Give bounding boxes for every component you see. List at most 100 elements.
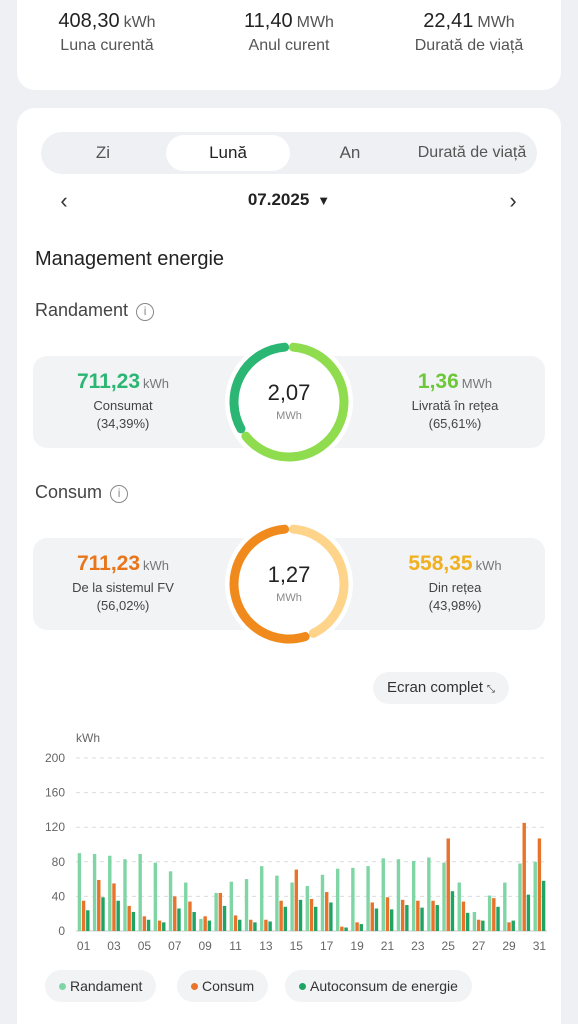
bar-autoconsum-de-energie-08 — [192, 911, 196, 931]
bar-autoconsum-de-energie-25 — [450, 891, 455, 931]
x-tick-label: 31 — [533, 939, 547, 953]
bar-autoconsum-de-energie-07 — [177, 908, 181, 931]
energy-card: Zi Lună An Durată de viață ‹ 07.2025 ▼ › … — [17, 108, 561, 1024]
bar-randament-21 — [381, 858, 385, 931]
bar-autoconsum-de-energie-23 — [420, 907, 424, 931]
bar-consum-19 — [355, 922, 359, 931]
bar-consum-01 — [81, 900, 86, 931]
bar-autoconsum-de-energie-31 — [541, 880, 546, 931]
date-label: 07.2025 — [247, 190, 310, 209]
x-tick-label: 05 — [138, 939, 152, 953]
stat-label: Anul curent — [248, 37, 330, 54]
stat-current-month: 408,30 kWh Luna curentă — [17, 10, 197, 55]
bar-autoconsum-de-energie-19 — [359, 924, 363, 931]
bar-randament-14 — [275, 875, 279, 931]
date-selector[interactable]: 07.2025 ▼ — [17, 190, 561, 210]
bar-randament-09 — [199, 918, 203, 931]
consumption-title: Consum — [35, 482, 103, 502]
bar-randament-23 — [411, 860, 416, 931]
period-tabs: Zi Lună An Durată de viață — [41, 132, 537, 174]
bar-randament-08 — [184, 882, 188, 931]
consumption-ring-pv-arc — [229, 524, 310, 644]
y-tick-label: 200 — [45, 751, 65, 765]
x-tick-label: 19 — [350, 939, 364, 953]
bar-autoconsum-de-energie-13 — [268, 921, 272, 931]
yield-consumed-percent: (34,39%) — [96, 416, 150, 431]
stat-unit: MWh — [477, 14, 515, 31]
bar-autoconsum-de-energie-05 — [146, 919, 151, 931]
tab-month[interactable]: Lună — [166, 135, 290, 171]
bar-autoconsum-de-energie-28 — [496, 906, 500, 931]
yield-exported-label: Livrată în rețea — [411, 398, 499, 413]
bar-randament-13 — [260, 866, 264, 931]
bar-consum-27 — [476, 919, 481, 931]
prev-period-button[interactable]: ‹ — [60, 188, 68, 213]
consumption-grid-unit: kWh — [475, 558, 502, 573]
info-icon[interactable]: i — [136, 303, 155, 321]
consumption-donut-chart: 1,27 MWh — [225, 520, 353, 648]
tab-day[interactable]: Zi — [95, 143, 111, 162]
info-icon[interactable]: i — [110, 485, 129, 503]
bar-autoconsum-de-energie-30 — [526, 894, 531, 931]
x-tick-label: 29 — [502, 939, 516, 953]
yield-exported-value: 1,36 — [417, 370, 459, 393]
bar-consum-09 — [203, 916, 207, 931]
bar-randament-10 — [214, 892, 218, 931]
bar-randament-25 — [442, 862, 446, 931]
legend-dot-icon — [299, 983, 306, 990]
bar-consum-03 — [112, 883, 116, 931]
legend-item-consumption[interactable]: Consum — [177, 970, 269, 1002]
bar-randament-17 — [320, 874, 325, 931]
bar-autoconsum-de-energie-17 — [329, 902, 333, 931]
y-tick-label: 80 — [52, 855, 66, 869]
bar-autoconsum-de-energie-29 — [511, 920, 515, 931]
bar-randament-30 — [518, 863, 522, 931]
stat-unit: kWh — [123, 14, 156, 31]
x-tick-label: 27 — [472, 939, 486, 953]
bar-consum-10 — [218, 892, 223, 931]
bar-autoconsum-de-energie-22 — [405, 905, 409, 931]
bar-autoconsum-de-energie-11 — [238, 919, 242, 931]
bar-randament-11 — [229, 881, 234, 931]
x-tick-label: 21 — [381, 939, 395, 953]
dropdown-arrow-icon: ▼ — [317, 193, 331, 208]
bar-randament-05 — [138, 854, 142, 931]
bar-randament-24 — [427, 857, 431, 931]
tab-year[interactable]: An — [339, 143, 361, 162]
bar-consum-16 — [309, 898, 314, 931]
bar-consum-02 — [97, 879, 101, 931]
bar-autoconsum-de-energie-04 — [131, 911, 136, 931]
bar-randament-29 — [503, 882, 507, 931]
bar-randament-03 — [108, 855, 112, 931]
bar-autoconsum-de-energie-24 — [435, 905, 439, 931]
tab-lifetime[interactable]: Durată de viață — [417, 144, 527, 161]
bar-consum-31 — [537, 838, 542, 931]
fullscreen-button[interactable]: Ecran complet ⤡ — [373, 672, 509, 704]
x-tick-label: 25 — [442, 939, 456, 953]
bar-consum-22 — [400, 899, 405, 931]
bar-consum-26 — [461, 901, 466, 931]
legend-item-self-consumption[interactable]: Autoconsum de energie — [285, 970, 472, 1002]
bar-randament-06 — [153, 862, 158, 931]
legend-item-yield[interactable]: Randament — [45, 970, 157, 1002]
bar-consum-07 — [173, 896, 177, 931]
section-title: Management energie — [35, 248, 225, 270]
x-tick-label: 01 — [77, 939, 91, 953]
bar-autoconsum-de-energie-12 — [253, 922, 257, 931]
bar-autoconsum-de-energie-01 — [86, 910, 90, 931]
bar-autoconsum-de-energie-27 — [481, 920, 485, 931]
stat-value: 11,40 — [244, 10, 293, 32]
bar-consum-21 — [385, 897, 390, 931]
daily-energy-bar-chart: kWh 0 40 80 120 160 200 01 03 05 07 09 11 13 15 17 19 21 2… — [45, 731, 547, 953]
stat-current-year: 11,40 MWh Anul curent — [199, 10, 379, 55]
yield-exported: 1,36 MWh Livrată în rețea (65,61%) — [365, 370, 545, 431]
bar-consum-12 — [249, 919, 253, 931]
bar-autoconsum-de-energie-03 — [116, 900, 120, 931]
next-period-button[interactable]: › — [509, 188, 517, 213]
bar-autoconsum-de-energie-20 — [374, 908, 379, 931]
bar-consum-08 — [188, 901, 192, 931]
yield-donut-chart: 2,07 MWh — [225, 338, 353, 466]
bar-autoconsum-de-energie-18 — [344, 927, 348, 931]
consumption-from-grid: 558,35 kWh Din rețea (43,98%) — [365, 552, 545, 613]
bar-randament-26 — [457, 882, 461, 931]
